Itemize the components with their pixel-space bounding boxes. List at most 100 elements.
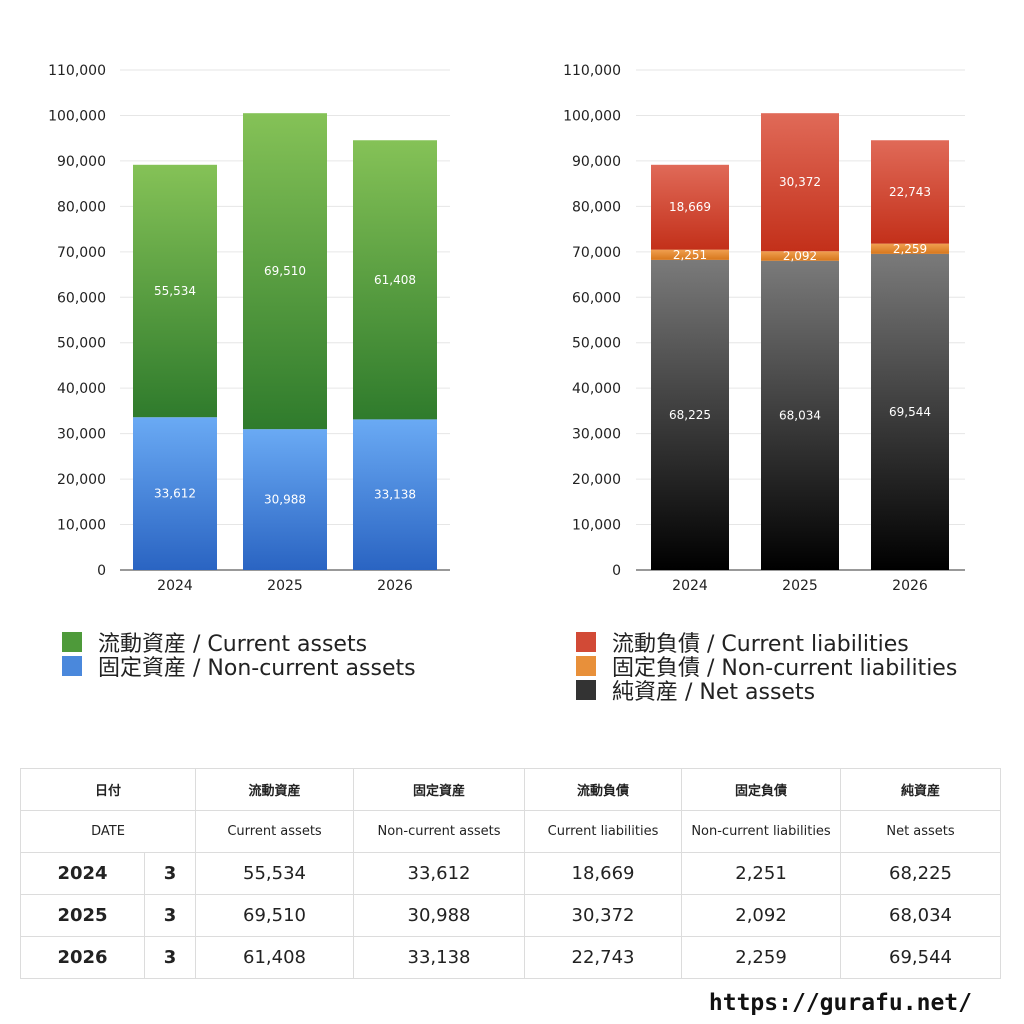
- header-date-jp: 日付: [19, 768, 197, 811]
- y-tick-label: 110,000: [563, 63, 621, 79]
- legend-liabilities: 流動負債 / Current liabilities 固定負債 / Non-cu…: [576, 630, 958, 705]
- x-tick-label-2024: 2024: [157, 578, 193, 594]
- y-tick-label: 100,000: [48, 108, 106, 124]
- header-net-assets-en: Net assets: [840, 810, 1002, 853]
- y-tick-label: 0: [612, 563, 621, 579]
- x-tick-label-2024: 2024: [672, 578, 708, 594]
- cell-current-liabilities: 30,372: [524, 894, 683, 937]
- bar-current-assets-2024: [133, 164, 217, 418]
- data-label-non-current-liabilities-2026: 2,259: [893, 242, 927, 256]
- data-label-non-current-assets-2025: 30,988: [264, 493, 306, 507]
- legend-item-current-assets: 流動資産 / Current assets: [62, 630, 416, 657]
- row-year: 2024: [20, 852, 145, 895]
- data-label-net-assets-2026: 69,544: [889, 405, 931, 419]
- x-tick-label-2026: 2026: [892, 578, 928, 594]
- y-tick-label: 60,000: [57, 290, 106, 306]
- cell-net-assets: 68,034: [840, 894, 1002, 937]
- cell-non-current-assets: 33,138: [353, 936, 526, 979]
- y-tick-label: 40,000: [572, 381, 621, 397]
- y-tick-label: 80,000: [57, 199, 106, 215]
- bar-net-assets-2024: [651, 259, 729, 570]
- table-header-row-jp: 日付 流動資産 固定資産 流動負債 固定負債 純資産: [19, 768, 1002, 811]
- row-year: 2026: [20, 936, 145, 979]
- data-label-net-assets-2025: 68,034: [779, 408, 821, 422]
- data-label-non-current-liabilities-2025: 2,092: [783, 249, 817, 263]
- cell-net-assets: 68,225: [840, 852, 1002, 895]
- row-month: 3: [143, 852, 197, 895]
- data-label-current-assets-2026: 61,408: [374, 273, 416, 287]
- row-year: 2025: [20, 894, 145, 937]
- y-tick-label: 20,000: [572, 472, 621, 488]
- legend-swatch-current-liabilities: [576, 632, 596, 652]
- cell-current-liabilities: 22,743: [524, 936, 683, 979]
- legend-swatch-current-assets: [62, 632, 82, 652]
- header-date-en: DATE: [19, 810, 197, 853]
- financial-data-table: 日付 流動資産 固定資産 流動負債 固定負債 純資産 DATE Current …: [19, 768, 1002, 979]
- bar-net-assets-2026: [871, 253, 949, 570]
- cell-current-assets: 61,408: [195, 936, 355, 979]
- y-tick-label: 110,000: [48, 63, 106, 79]
- cell-current-liabilities: 18,669: [524, 852, 683, 895]
- chart-assets: 0 10,000 20,000 30,000 40,000 50,000 60,000 70,…: [48, 63, 450, 594]
- data-label-current-assets-2024: 55,534: [154, 284, 196, 298]
- header-non-current-liabilities-jp: 固定負債: [681, 768, 842, 811]
- data-label-current-assets-2025: 69,510: [264, 264, 306, 278]
- x-tick-label-2025: 2025: [782, 578, 818, 594]
- cell-net-assets: 69,544: [840, 936, 1002, 979]
- x-tick-label-2026: 2026: [377, 578, 413, 594]
- y-tick-label: 20,000: [57, 472, 106, 488]
- cell-non-current-liabilities: 2,251: [681, 852, 842, 895]
- legend-swatch-non-current-assets: [62, 656, 82, 676]
- header-current-assets-jp: 流動資産: [195, 768, 355, 811]
- y-tick-label: 70,000: [572, 245, 621, 261]
- x-tick-label-2025: 2025: [267, 578, 303, 594]
- bar-non-current-liabilities-2025: [761, 251, 839, 261]
- y-tick-label: 10,000: [57, 518, 106, 534]
- bar-current-assets-2025: [243, 113, 327, 430]
- header-non-current-assets-jp: 固定資産: [353, 768, 526, 811]
- legend-assets: 流動資産 / Current assets 固定資産 / Non-current…: [62, 630, 416, 681]
- header-current-liabilities-en: Current liabilities: [524, 810, 683, 853]
- charts-canvas: 0 10,000 20,000 30,000 40,000 50,000 60,000 70,…: [48, 63, 965, 594]
- y-tick-label: 10,000: [572, 518, 621, 534]
- cell-non-current-assets: 33,612: [353, 852, 526, 895]
- y-tick-label: 30,000: [572, 427, 621, 443]
- row-month: 3: [143, 936, 197, 979]
- cell-non-current-liabilities: 2,259: [681, 936, 842, 979]
- header-net-assets-jp: 純資産: [840, 768, 1002, 811]
- bar-current-liabilities-2025: [761, 113, 839, 252]
- y-tick-label: 50,000: [57, 336, 106, 352]
- legend-label-non-current-assets: 固定資産 / Non-current assets: [98, 656, 416, 681]
- data-label-current-liabilities-2026: 22,743: [889, 185, 931, 199]
- y-tick-label: 30,000: [57, 427, 106, 443]
- y-tick-label: 80,000: [572, 199, 621, 215]
- header-non-current-assets-en: Non-current assets: [353, 810, 526, 853]
- legend-label-current-liabilities: 流動負債 / Current liabilities: [612, 632, 909, 657]
- legend-item-net-assets: 純資産 / Net assets: [576, 678, 957, 705]
- bar-current-assets-2026: [353, 140, 437, 420]
- y-tick-label: 90,000: [57, 154, 106, 170]
- cell-current-assets: 69,510: [195, 894, 355, 937]
- y-tick-label: 90,000: [572, 154, 621, 170]
- y-tick-label: 40,000: [57, 381, 106, 397]
- legend-label-non-current-liabilities: 固定負債 / Non-current liabilities: [612, 656, 958, 681]
- y-tick-label: 100,000: [563, 108, 621, 124]
- data-label-non-current-assets-2026: 33,138: [374, 488, 416, 502]
- bar-non-current-assets-2024: [133, 417, 217, 570]
- y-tick-label: 0: [97, 563, 106, 579]
- data-label-net-assets-2024: 68,225: [669, 408, 711, 422]
- y-tick-label: 50,000: [572, 336, 621, 352]
- y-tick-label: 60,000: [572, 290, 621, 306]
- header-non-current-liabilities-en: Non-current liabilities: [681, 810, 842, 853]
- y-tick-label: 70,000: [57, 245, 106, 261]
- bar-current-liabilities-2024: [651, 164, 729, 250]
- legend-item-current-liabilities: 流動負債 / Current liabilities: [576, 630, 957, 657]
- table-row: 2025 3 69,510 30,988 30,372 2,092 68,034: [20, 894, 1002, 937]
- bar-non-current-liabilities-2026: [871, 243, 949, 254]
- header-current-liabilities-jp: 流動負債: [524, 768, 683, 811]
- legend-item-non-current-assets: 固定資産 / Non-current assets: [62, 654, 416, 681]
- cell-non-current-liabilities: 2,092: [681, 894, 842, 937]
- cell-non-current-assets: 30,988: [353, 894, 526, 937]
- bar-non-current-assets-2026: [353, 419, 437, 570]
- table-row: 2026 3 61,408 33,138 22,743 2,259 69,544: [20, 936, 1002, 979]
